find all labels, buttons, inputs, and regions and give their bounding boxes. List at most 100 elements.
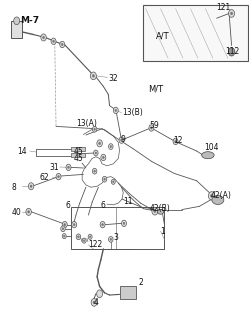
Circle shape	[14, 17, 20, 25]
Bar	[11, 21, 22, 38]
Text: 13(A): 13(A)	[76, 119, 97, 128]
Circle shape	[68, 166, 69, 168]
Text: 45: 45	[73, 147, 83, 156]
Text: 6: 6	[66, 201, 71, 210]
Circle shape	[111, 179, 115, 184]
Circle shape	[210, 194, 213, 197]
Circle shape	[26, 208, 31, 215]
Text: 8: 8	[11, 183, 16, 192]
Circle shape	[58, 175, 59, 178]
Bar	[71, 147, 85, 151]
Text: 40: 40	[11, 208, 21, 217]
Circle shape	[150, 127, 152, 129]
Circle shape	[92, 126, 97, 132]
Circle shape	[76, 234, 81, 240]
Text: 112: 112	[225, 47, 240, 56]
Circle shape	[109, 236, 113, 242]
Text: 121: 121	[217, 4, 231, 12]
Circle shape	[102, 176, 107, 182]
Circle shape	[62, 228, 64, 230]
Circle shape	[62, 221, 67, 228]
Circle shape	[28, 211, 30, 213]
Circle shape	[92, 168, 97, 174]
Circle shape	[61, 226, 65, 232]
Text: 122: 122	[88, 240, 103, 249]
Text: M/T: M/T	[148, 84, 163, 93]
Circle shape	[121, 139, 123, 141]
Circle shape	[119, 137, 124, 143]
Text: 104: 104	[204, 143, 219, 152]
Circle shape	[97, 140, 102, 147]
Circle shape	[152, 207, 158, 215]
Circle shape	[72, 221, 77, 228]
Circle shape	[173, 138, 178, 145]
Circle shape	[101, 154, 106, 161]
Ellipse shape	[157, 209, 164, 214]
Text: 59: 59	[149, 121, 159, 130]
Text: 42(A): 42(A)	[210, 191, 231, 200]
Circle shape	[30, 185, 32, 188]
Ellipse shape	[202, 152, 214, 159]
Text: 31: 31	[50, 163, 60, 172]
Circle shape	[82, 238, 86, 243]
Circle shape	[62, 234, 66, 239]
Text: 32: 32	[108, 74, 118, 83]
Text: 3: 3	[113, 233, 118, 242]
Circle shape	[110, 238, 112, 240]
Circle shape	[95, 152, 97, 154]
Circle shape	[208, 192, 215, 200]
Circle shape	[51, 38, 56, 44]
Circle shape	[175, 140, 176, 143]
Circle shape	[94, 170, 95, 172]
Circle shape	[104, 178, 105, 180]
Circle shape	[113, 181, 114, 183]
Bar	[71, 207, 164, 249]
Circle shape	[62, 43, 63, 46]
Circle shape	[97, 290, 103, 298]
Circle shape	[94, 150, 98, 156]
Circle shape	[123, 222, 125, 225]
Circle shape	[93, 301, 95, 304]
Circle shape	[229, 10, 235, 17]
Circle shape	[43, 36, 45, 39]
Circle shape	[63, 235, 65, 237]
Circle shape	[56, 173, 61, 180]
Text: 4: 4	[93, 298, 98, 307]
Circle shape	[73, 223, 75, 226]
Text: 2: 2	[138, 278, 143, 287]
Text: 13(B): 13(B)	[122, 108, 143, 117]
Text: 9: 9	[121, 135, 126, 144]
Circle shape	[64, 223, 66, 226]
Text: 1: 1	[161, 227, 165, 236]
Circle shape	[53, 40, 54, 42]
Circle shape	[99, 142, 101, 145]
Circle shape	[60, 41, 65, 48]
Circle shape	[100, 221, 105, 228]
Circle shape	[91, 299, 97, 306]
Text: 14: 14	[17, 147, 27, 156]
Circle shape	[83, 240, 85, 242]
Circle shape	[103, 156, 104, 158]
Text: A/T: A/T	[156, 31, 169, 40]
Text: 6: 6	[101, 201, 106, 210]
Circle shape	[110, 146, 112, 148]
Circle shape	[228, 48, 235, 56]
Circle shape	[231, 12, 233, 15]
Text: 11: 11	[123, 197, 133, 206]
Text: 62: 62	[40, 173, 50, 182]
Bar	[71, 153, 85, 157]
Text: 45: 45	[73, 154, 83, 163]
Bar	[120, 286, 136, 299]
Ellipse shape	[212, 196, 224, 204]
Circle shape	[102, 223, 104, 226]
Circle shape	[154, 210, 156, 212]
Text: M-7: M-7	[20, 16, 39, 25]
Circle shape	[115, 109, 117, 111]
Circle shape	[88, 234, 92, 239]
Text: 42(B): 42(B)	[149, 204, 170, 213]
Circle shape	[41, 34, 46, 41]
Circle shape	[149, 125, 154, 131]
Circle shape	[28, 183, 34, 190]
Circle shape	[109, 144, 113, 149]
Circle shape	[78, 236, 79, 238]
